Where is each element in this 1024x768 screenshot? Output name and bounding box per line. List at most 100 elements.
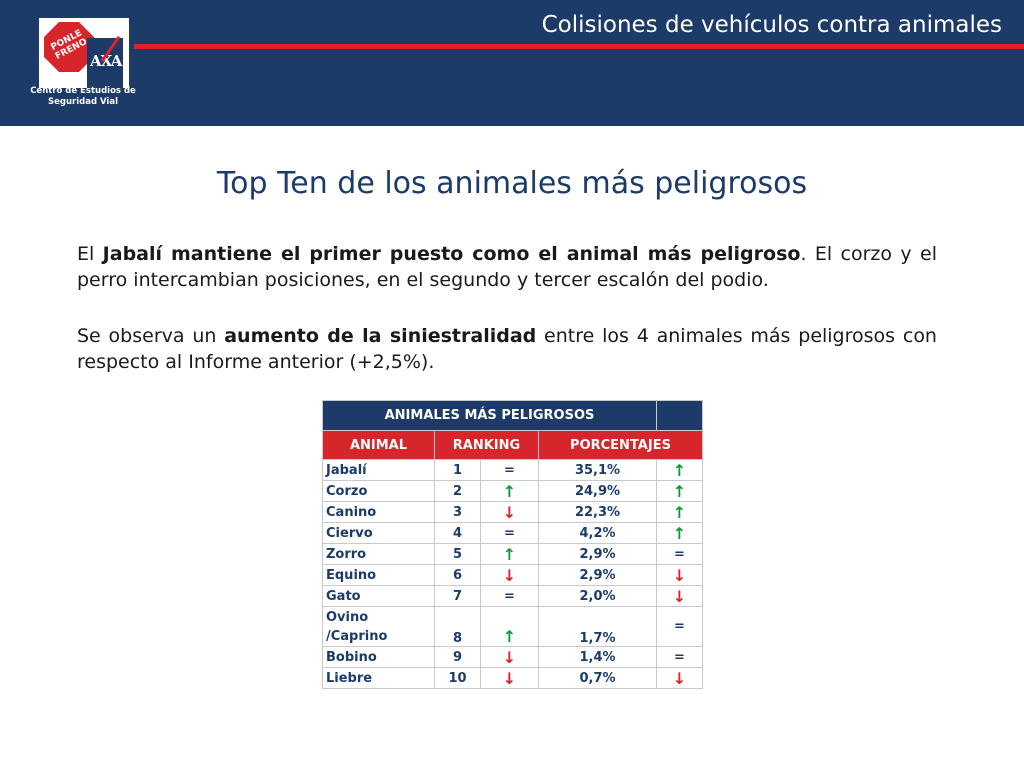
rank-cell: 3 xyxy=(434,501,481,523)
header-divider xyxy=(134,44,1024,49)
percent-cell: 4,2% xyxy=(538,522,657,544)
percent-trend-icon: = xyxy=(656,646,703,668)
percent-cell: 2,9% xyxy=(538,543,657,565)
animals-table: ANIMALES MÁS PELIGROSOS ANIMAL RANKING P… xyxy=(322,400,703,689)
rank-cell: 7 xyxy=(434,585,481,607)
percent-cell-value: 1,7% xyxy=(579,631,616,646)
animal-cell-value: Gato xyxy=(326,588,361,604)
animal-cell: Canino xyxy=(322,501,435,523)
rank-cell: 4 xyxy=(434,522,481,544)
logo-caption: Centro de Estudios de Seguridad Vial xyxy=(30,86,136,107)
rank-cell-value: 5 xyxy=(452,546,463,562)
rank-trend-icon-value: ↓ xyxy=(502,565,517,585)
percent-trend-icon-value: = xyxy=(674,619,685,634)
rank-cell-value: 2 xyxy=(452,483,463,499)
animal-cell-value: Ovino/Caprino xyxy=(326,609,388,644)
percent-trend-icon: = xyxy=(656,606,703,647)
percent-trend-icon: ↑ xyxy=(656,480,703,502)
rank-trend-icon: = xyxy=(480,522,539,544)
animal-cell: Ovino/Caprino xyxy=(322,606,435,647)
percent-cell-value: 2,9% xyxy=(579,546,616,562)
percent-cell: 35,1% xyxy=(538,459,657,481)
animal-cell: Gato xyxy=(322,585,435,607)
rank-cell: 6 xyxy=(434,564,481,586)
percent-trend-icon: ↑ xyxy=(656,459,703,481)
table-row: Ovino/Caprino 8 ↑ 1,7% = xyxy=(322,606,703,647)
rank-cell: 1 xyxy=(434,459,481,481)
percent-cell-value: 4,2% xyxy=(579,525,616,541)
rank-cell: 5 xyxy=(434,543,481,565)
percent-cell: 0,7% xyxy=(538,667,657,689)
table-row: Canino 3 ↓ 22,3% ↑ xyxy=(322,501,703,523)
logo-sign-text: PONLE FRENO xyxy=(49,28,89,62)
animal-cell-value: Zorro xyxy=(326,546,367,562)
logo: PONLE FRENO AXA Centro de Estudios de Se… xyxy=(27,12,139,112)
table-body: Jabalí 1 = 35,1% ↑ Corzo 2 ↑ 24,9% ↑ Canino 3 ↓ 22,3%… xyxy=(322,459,703,689)
percent-trend-icon: ↑ xyxy=(656,501,703,523)
rank-cell-value: 6 xyxy=(452,567,463,583)
stop-sign-icon: PONLE FRENO xyxy=(44,22,94,72)
rank-cell-value: 8 xyxy=(452,631,463,646)
animal-cell: Equino xyxy=(322,564,435,586)
rank-cell: 10 xyxy=(434,667,481,689)
paragraph-2: Se observa un aumento de la siniestralid… xyxy=(77,323,937,375)
rank-trend-icon-value: = xyxy=(504,525,515,541)
animal-cell-value: Ciervo xyxy=(326,525,373,541)
percent-trend-icon-value: ↑ xyxy=(672,502,687,522)
rank-trend-icon-value: ↓ xyxy=(502,647,517,667)
rank-trend-icon-value: ↓ xyxy=(502,668,517,688)
rank-cell-value: 4 xyxy=(452,525,463,541)
p1-text-c: . El corzo y el perro intercambian posic… xyxy=(77,243,937,291)
table-title-row: ANIMALES MÁS PELIGROSOS xyxy=(322,400,703,431)
rank-cell-value: 9 xyxy=(452,649,463,665)
animal-cell-value: Canino xyxy=(326,504,377,520)
header-ranking: RANKING xyxy=(434,430,539,460)
rank-trend-icon-value: ↑ xyxy=(502,627,517,646)
animal-cell-value: Corzo xyxy=(326,483,368,499)
animal-cell-value: Bobino xyxy=(326,649,377,665)
percent-trend-icon-value: ↑ xyxy=(672,481,687,501)
rank-trend-icon: ↓ xyxy=(480,564,539,586)
percent-cell: 24,9% xyxy=(538,480,657,502)
percent-trend-icon-value: ↑ xyxy=(672,523,687,543)
percent-trend-icon-value: ↓ xyxy=(672,586,687,606)
percent-cell: 22,3% xyxy=(538,501,657,523)
rank-trend-icon: = xyxy=(480,459,539,481)
animal-cell: Corzo xyxy=(322,480,435,502)
slide-title: Top Ten de los animales más peligrosos xyxy=(216,166,808,201)
animal-cell-value: Equino xyxy=(326,567,377,583)
percent-trend-icon: ↑ xyxy=(656,522,703,544)
header-porcentajes: PORCENTAJES xyxy=(538,430,703,460)
header-band: PONLE FRENO AXA Centro de Estudios de Se… xyxy=(0,0,1024,126)
rank-trend-icon-value: = xyxy=(504,588,515,604)
percent-trend-icon: ↓ xyxy=(656,585,703,607)
percent-cell: 1,4% xyxy=(538,646,657,668)
percent-cell: 1,7% xyxy=(538,606,657,647)
header-animal: ANIMAL xyxy=(322,430,435,460)
percent-cell: 2,9% xyxy=(538,564,657,586)
rank-trend-icon-value: ↑ xyxy=(502,544,517,564)
table-header-row: ANIMAL RANKING PORCENTAJES xyxy=(322,430,703,460)
percent-cell: 2,0% xyxy=(538,585,657,607)
percent-cell-value: 2,9% xyxy=(579,567,616,583)
rank-trend-icon: ↑ xyxy=(480,480,539,502)
table-title-filler xyxy=(656,400,703,431)
percent-cell-value: 24,9% xyxy=(574,483,621,499)
rank-cell: 2 xyxy=(434,480,481,502)
percent-cell-value: 2,0% xyxy=(579,588,616,604)
rank-cell-value: 3 xyxy=(452,504,463,520)
percent-trend-icon-value: = xyxy=(674,546,685,562)
animal-cell: Ciervo xyxy=(322,522,435,544)
rank-trend-icon-value: = xyxy=(504,462,515,478)
rank-trend-icon-value: ↓ xyxy=(502,502,517,522)
rank-cell-value: 7 xyxy=(452,588,463,604)
animal-cell: Jabalí xyxy=(322,459,435,481)
rank-trend-icon: ↑ xyxy=(480,606,539,647)
percent-trend-icon: ↓ xyxy=(656,564,703,586)
rank-cell: 9 xyxy=(434,646,481,668)
axa-logo-icon: AXA xyxy=(87,38,123,88)
percent-cell-value: 35,1% xyxy=(574,462,621,478)
animal-cell-value: Liebre xyxy=(326,670,373,686)
percent-trend-icon-value: ↓ xyxy=(672,565,687,585)
rank-trend-icon-value: ↑ xyxy=(502,481,517,501)
